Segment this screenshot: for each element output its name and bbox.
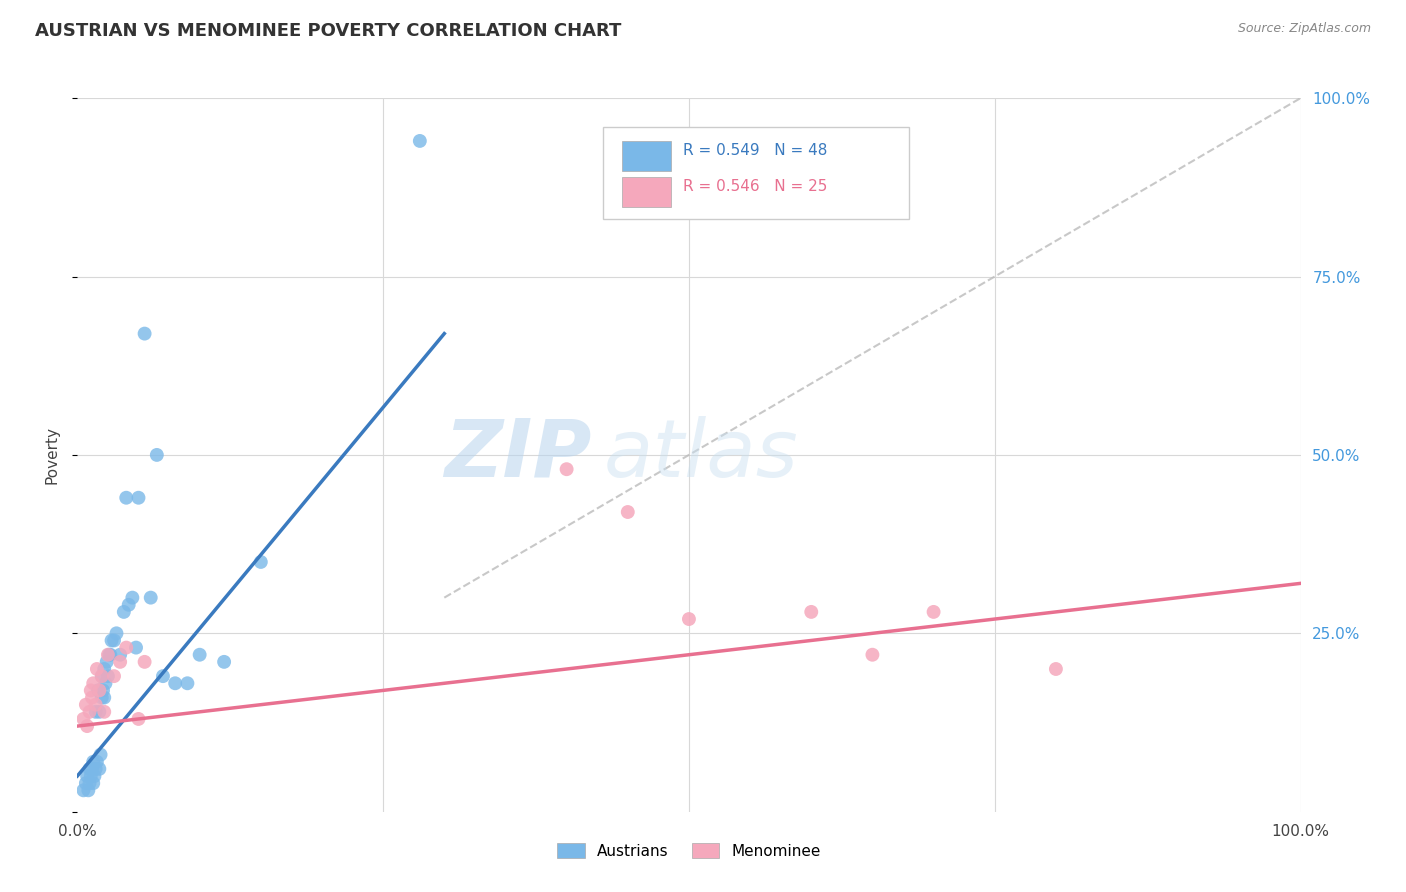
Point: [80, 769, 103, 783]
Point: [165, 676, 187, 690]
FancyBboxPatch shape: [603, 127, 910, 219]
Point: [89, 762, 111, 776]
Point: [76, 719, 98, 733]
Point: [77, 783, 100, 797]
Point: [678, 612, 700, 626]
Point: [90, 747, 112, 762]
Point: [79, 776, 101, 790]
Point: [75, 698, 97, 712]
Text: atlas: atlas: [603, 416, 799, 494]
Point: [82, 755, 104, 769]
Point: [97, 648, 120, 662]
Point: [134, 326, 156, 341]
Point: [84, 698, 107, 712]
Point: [176, 676, 198, 690]
Point: [89, 705, 111, 719]
Point: [115, 640, 138, 655]
Text: AUSTRIAN VS MENOMINEE POVERTY CORRELATION CHART: AUSTRIAN VS MENOMINEE POVERTY CORRELATIO…: [35, 22, 621, 40]
Point: [91, 683, 114, 698]
Point: [82, 676, 104, 690]
Point: [98, 648, 121, 662]
Point: [188, 648, 211, 662]
Point: [87, 683, 110, 698]
Point: [121, 591, 143, 605]
Point: [134, 655, 156, 669]
Point: [922, 605, 945, 619]
Point: [93, 662, 115, 676]
Point: [79, 762, 101, 776]
Point: [72, 712, 94, 726]
Point: [76, 769, 98, 783]
Point: [250, 555, 273, 569]
Point: [98, 648, 121, 662]
Point: [84, 705, 107, 719]
Point: [90, 690, 112, 705]
Point: [100, 633, 122, 648]
Point: [212, 655, 235, 669]
Point: [80, 690, 103, 705]
Point: [128, 491, 150, 505]
Point: [79, 705, 101, 719]
Point: [128, 712, 150, 726]
Point: [139, 591, 162, 605]
Point: [118, 598, 141, 612]
Point: [103, 669, 125, 683]
Point: [89, 683, 111, 698]
FancyBboxPatch shape: [621, 141, 671, 171]
Point: [112, 605, 135, 619]
Point: [409, 134, 432, 148]
Point: [1045, 662, 1067, 676]
Text: Source: ZipAtlas.com: Source: ZipAtlas.com: [1237, 22, 1371, 36]
Legend: Austrians, Menominee: Austrians, Menominee: [551, 837, 827, 864]
Point: [90, 669, 112, 683]
Point: [146, 448, 169, 462]
Point: [152, 669, 174, 683]
Text: R = 0.546   N = 25: R = 0.546 N = 25: [683, 178, 827, 194]
Point: [97, 669, 120, 683]
Point: [617, 505, 640, 519]
Point: [90, 669, 112, 683]
Point: [75, 776, 97, 790]
Text: R = 0.549   N = 48: R = 0.549 N = 48: [683, 143, 827, 158]
Point: [103, 633, 125, 648]
Point: [93, 705, 115, 719]
Point: [83, 769, 105, 783]
Point: [72, 783, 94, 797]
Point: [84, 762, 107, 776]
Y-axis label: Poverty: Poverty: [44, 425, 59, 484]
Point: [555, 462, 578, 476]
Point: [125, 640, 148, 655]
Point: [862, 648, 884, 662]
Point: [94, 676, 117, 690]
Point: [86, 662, 108, 676]
Point: [93, 690, 115, 705]
Point: [80, 762, 103, 776]
Point: [82, 776, 104, 790]
Point: [86, 755, 108, 769]
Point: [80, 683, 103, 698]
FancyBboxPatch shape: [621, 177, 671, 207]
Point: [108, 655, 131, 669]
Point: [105, 626, 128, 640]
Point: [108, 648, 131, 662]
Point: [800, 605, 823, 619]
Point: [96, 655, 118, 669]
Point: [115, 491, 138, 505]
Text: ZIP: ZIP: [444, 416, 591, 494]
